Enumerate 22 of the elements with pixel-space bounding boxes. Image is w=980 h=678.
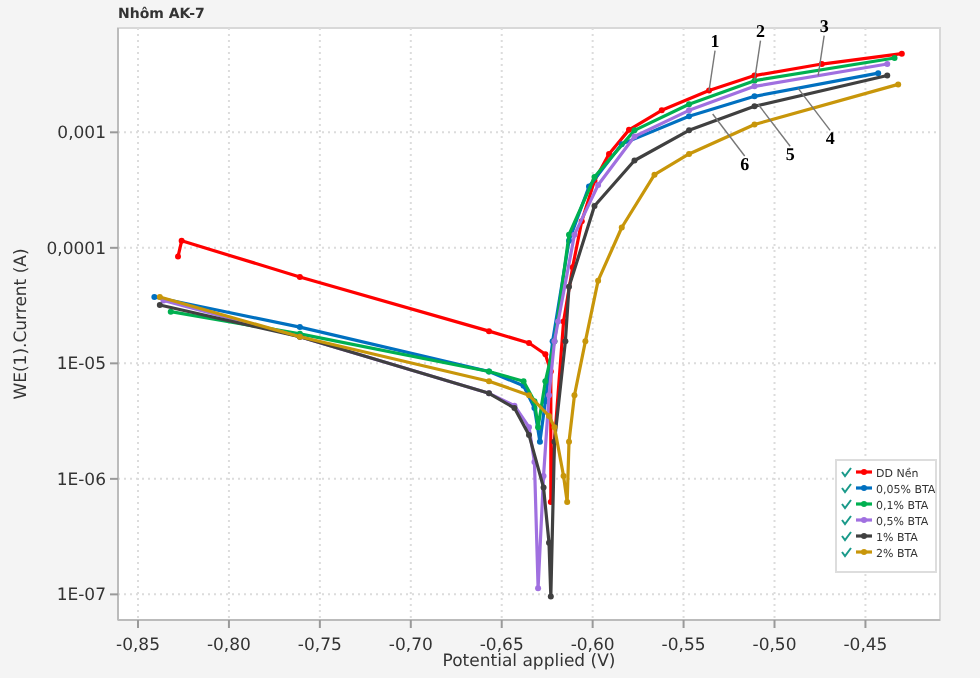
x-tick-label: -0,60 — [570, 636, 615, 656]
y-tick-label: 1E-06 — [56, 470, 106, 491]
annotation: 2 — [756, 20, 766, 41]
x-tick-label: -0,75 — [297, 636, 342, 656]
y-axis-title: WE(1).Current (A) — [12, 248, 32, 400]
x-tick-label: -0,80 — [206, 636, 251, 656]
annotation: 6 — [740, 154, 751, 175]
y-tick-label: 1E-07 — [56, 586, 106, 607]
x-tick-label: -0,65 — [479, 636, 524, 656]
x-tick-label: -0,55 — [661, 636, 706, 656]
y-tick-label: 0,0001 — [46, 239, 106, 260]
x-axis-title: Potential applied (V) — [442, 652, 616, 672]
y-tick-label: 0,001 — [57, 124, 106, 145]
x-tick-label: -0,50 — [752, 636, 797, 656]
x-tick-label: -0,85 — [116, 636, 160, 656]
y-tick-label: 1E-05 — [56, 355, 106, 376]
annotation: 4 — [825, 128, 836, 149]
x-tick-label: -0,45 — [843, 636, 888, 656]
annotation: 3 — [819, 15, 830, 36]
annotation: 1 — [710, 30, 721, 51]
x-tick-label: -0,70 — [388, 636, 433, 656]
annotation: 5 — [785, 144, 796, 165]
